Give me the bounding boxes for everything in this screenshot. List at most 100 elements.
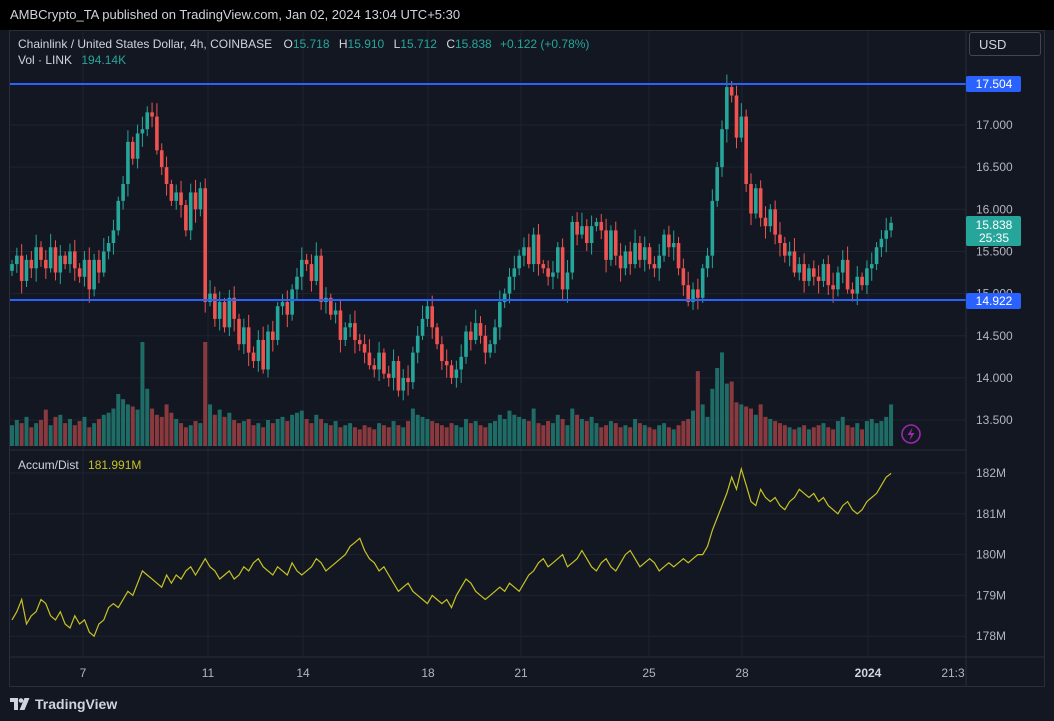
candle [97,250,101,284]
candle [464,325,468,364]
candle [63,251,67,270]
time-tick-label: 11 [202,666,215,680]
volume-bar [328,425,333,446]
volume-bar [439,425,444,446]
candle [560,238,565,300]
last-price-tag: 15.838 25:35 [966,216,1021,246]
volume-bar [203,342,208,446]
volume-bar [550,423,555,446]
candle [845,246,850,294]
last-price-label: 15.838 [976,218,1013,232]
volume-bar [348,423,353,446]
volume-bar [10,425,14,446]
ohlc-legend[interactable]: Chainlink / United States Dollar, 4h, CO… [18,37,589,51]
volume-bar [681,421,686,446]
candle [58,245,63,285]
candle [203,178,207,313]
candle [266,324,270,378]
volume-bar [38,420,43,446]
candle [386,365,391,387]
publisher-bar: AMBCrypto_TA published on TradingView.co… [0,0,1054,30]
accum-dist-legend[interactable]: Accum/Dist 181.991M [18,458,141,472]
volume-bar [628,427,633,446]
candle [382,348,386,379]
accum-dist-value: 181.991M [88,458,142,472]
candle [333,302,338,324]
candle [72,239,77,281]
candle [222,297,227,333]
candle [401,369,406,401]
volume-bar [285,421,290,446]
candle [628,241,633,275]
candle [493,319,497,353]
symbol-title[interactable]: Chainlink / United States Dollar, 4h, CO… [18,37,273,51]
candle [869,252,874,281]
candle [314,242,319,286]
volume-bar [502,418,507,446]
volume-bar [58,414,63,446]
volume-bar [304,418,309,446]
candle [527,233,531,269]
candle [565,260,570,303]
volume-bar [729,381,734,446]
currency-button[interactable]: USD [969,32,1041,56]
candle [145,106,150,137]
volume-bar [343,425,348,446]
volume-bar [777,423,782,446]
candle [676,236,681,276]
accum-dist-tick-label: 180M [976,548,1006,562]
candle [24,254,29,288]
candle [570,215,575,280]
lightning-icon[interactable] [901,424,921,444]
candle [797,257,802,281]
candle [150,102,154,128]
candle [691,282,695,310]
volume-bar [377,423,382,446]
price-axis[interactable]: 17.00016.50016.00015.50015.00014.50014.0… [976,118,1013,643]
horizontal-lines[interactable] [10,83,966,301]
candle [328,293,333,320]
volume-bar [797,427,802,446]
volume-bar [787,427,792,446]
candle [198,182,203,217]
volume-bar [212,414,217,446]
time-axis[interactable]: 7 11 14 18 21 25 28 2024 21:3 [80,666,965,680]
volume-bar [188,425,193,446]
open-value: 15.718 [292,37,330,51]
time-tick-label: 21:3 [941,666,965,680]
volume-bar [773,421,778,446]
volume-bar [806,429,811,446]
candle [662,229,666,262]
candle [783,236,787,263]
volume-bar [744,406,749,446]
candle [357,333,362,352]
candle [865,260,869,294]
volume-bar [782,425,787,446]
volume-bar [594,423,599,446]
volume-bar [531,408,536,446]
volume-bar [106,412,111,446]
candle [430,295,435,339]
candle [309,254,314,292]
candle [652,256,657,278]
tradingview-logo[interactable]: TradingView [10,696,117,712]
volume-bar [338,427,343,446]
volume-bar [29,427,34,446]
candle [353,310,357,354]
high-label: H [338,37,348,51]
volume-bar [507,410,512,446]
volume-legend[interactable]: Vol · LINK 194.14K [18,53,126,67]
volume-bar [666,427,671,446]
volume-bar [386,427,391,446]
accum-dist-tick-label: 182M [976,466,1006,480]
volume-bar [478,425,483,446]
candle [696,278,700,310]
volume-bar [43,409,48,446]
candle [836,266,840,297]
candle [140,116,145,147]
candle [507,267,512,304]
candle [613,221,618,266]
volume-bar [208,404,213,446]
candle [19,244,24,294]
